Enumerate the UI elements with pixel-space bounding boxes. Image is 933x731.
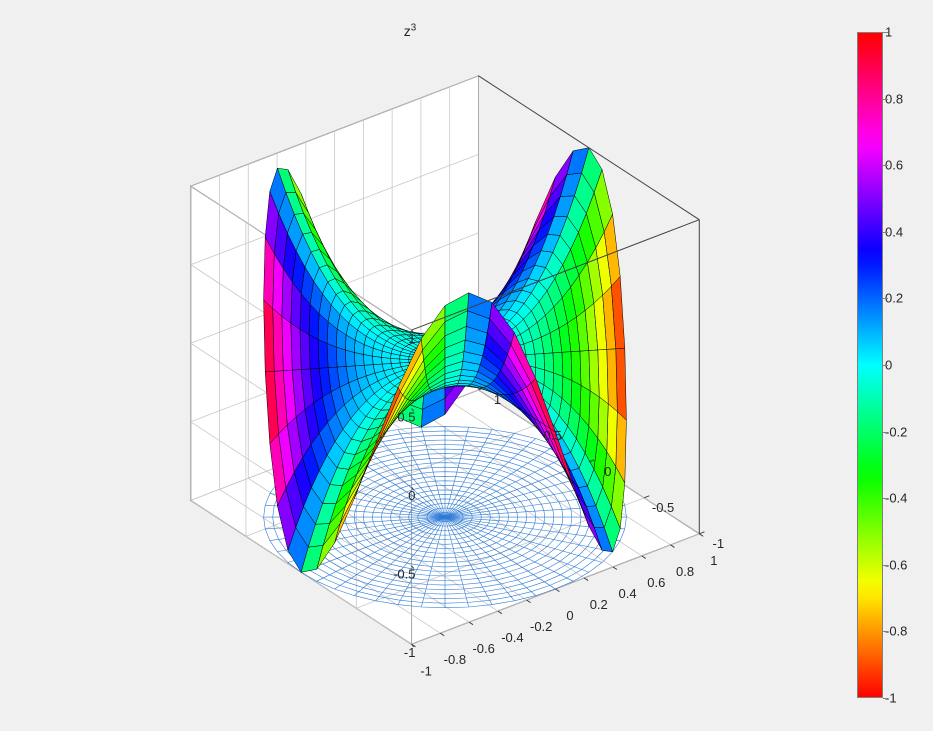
svg-text:0.5: 0.5 <box>544 428 562 443</box>
svg-text:-1: -1 <box>420 663 432 678</box>
colorbar-tick-label: -0.2 <box>885 424 907 439</box>
svg-text:1: 1 <box>710 553 717 568</box>
svg-text:-0.8: -0.8 <box>444 652 466 667</box>
svg-text:0.2: 0.2 <box>590 597 608 612</box>
svg-text:-0.6: -0.6 <box>472 641 494 656</box>
plot-title: z3 <box>0 22 820 39</box>
colorbar-tick-label: -0.4 <box>885 491 907 506</box>
svg-text:-0.5: -0.5 <box>393 567 415 582</box>
colorbar-ticks: -1-0.8-0.6-0.4-0.200.20.40.60.81 <box>885 32 919 698</box>
svg-text:-1: -1 <box>404 645 416 660</box>
colorbar-tick-label: -0.6 <box>885 557 907 572</box>
svg-text:-0.4: -0.4 <box>501 630 523 645</box>
svg-text:0.4: 0.4 <box>618 586 636 601</box>
figure-window: z3 -1 -0.8 -0.6 -0.4 -0.2 0 0.2 0.4 0.6 0.8 1 -1 -0.… <box>0 0 933 731</box>
svg-text:1: 1 <box>408 331 415 346</box>
svg-text:0.5: 0.5 <box>397 410 415 425</box>
svg-text:1: 1 <box>494 392 501 407</box>
svg-text:-0.2: -0.2 <box>530 619 552 634</box>
svg-text:0.8: 0.8 <box>676 564 694 579</box>
svg-text:-1: -1 <box>712 536 724 551</box>
svg-text:0: 0 <box>566 608 573 623</box>
svg-text:0.6: 0.6 <box>647 575 665 590</box>
svg-text:0: 0 <box>604 464 611 479</box>
colorbar-tick-label: -0.8 <box>885 624 907 639</box>
svg-text:0: 0 <box>408 488 415 503</box>
svg-text:-0.5: -0.5 <box>652 500 674 515</box>
colorbar[interactable] <box>857 32 883 698</box>
axes-3d[interactable]: -1 -0.8 -0.6 -0.4 -0.2 0 0.2 0.4 0.6 0.8 1 -1 -0.5 0 0… <box>20 40 820 720</box>
